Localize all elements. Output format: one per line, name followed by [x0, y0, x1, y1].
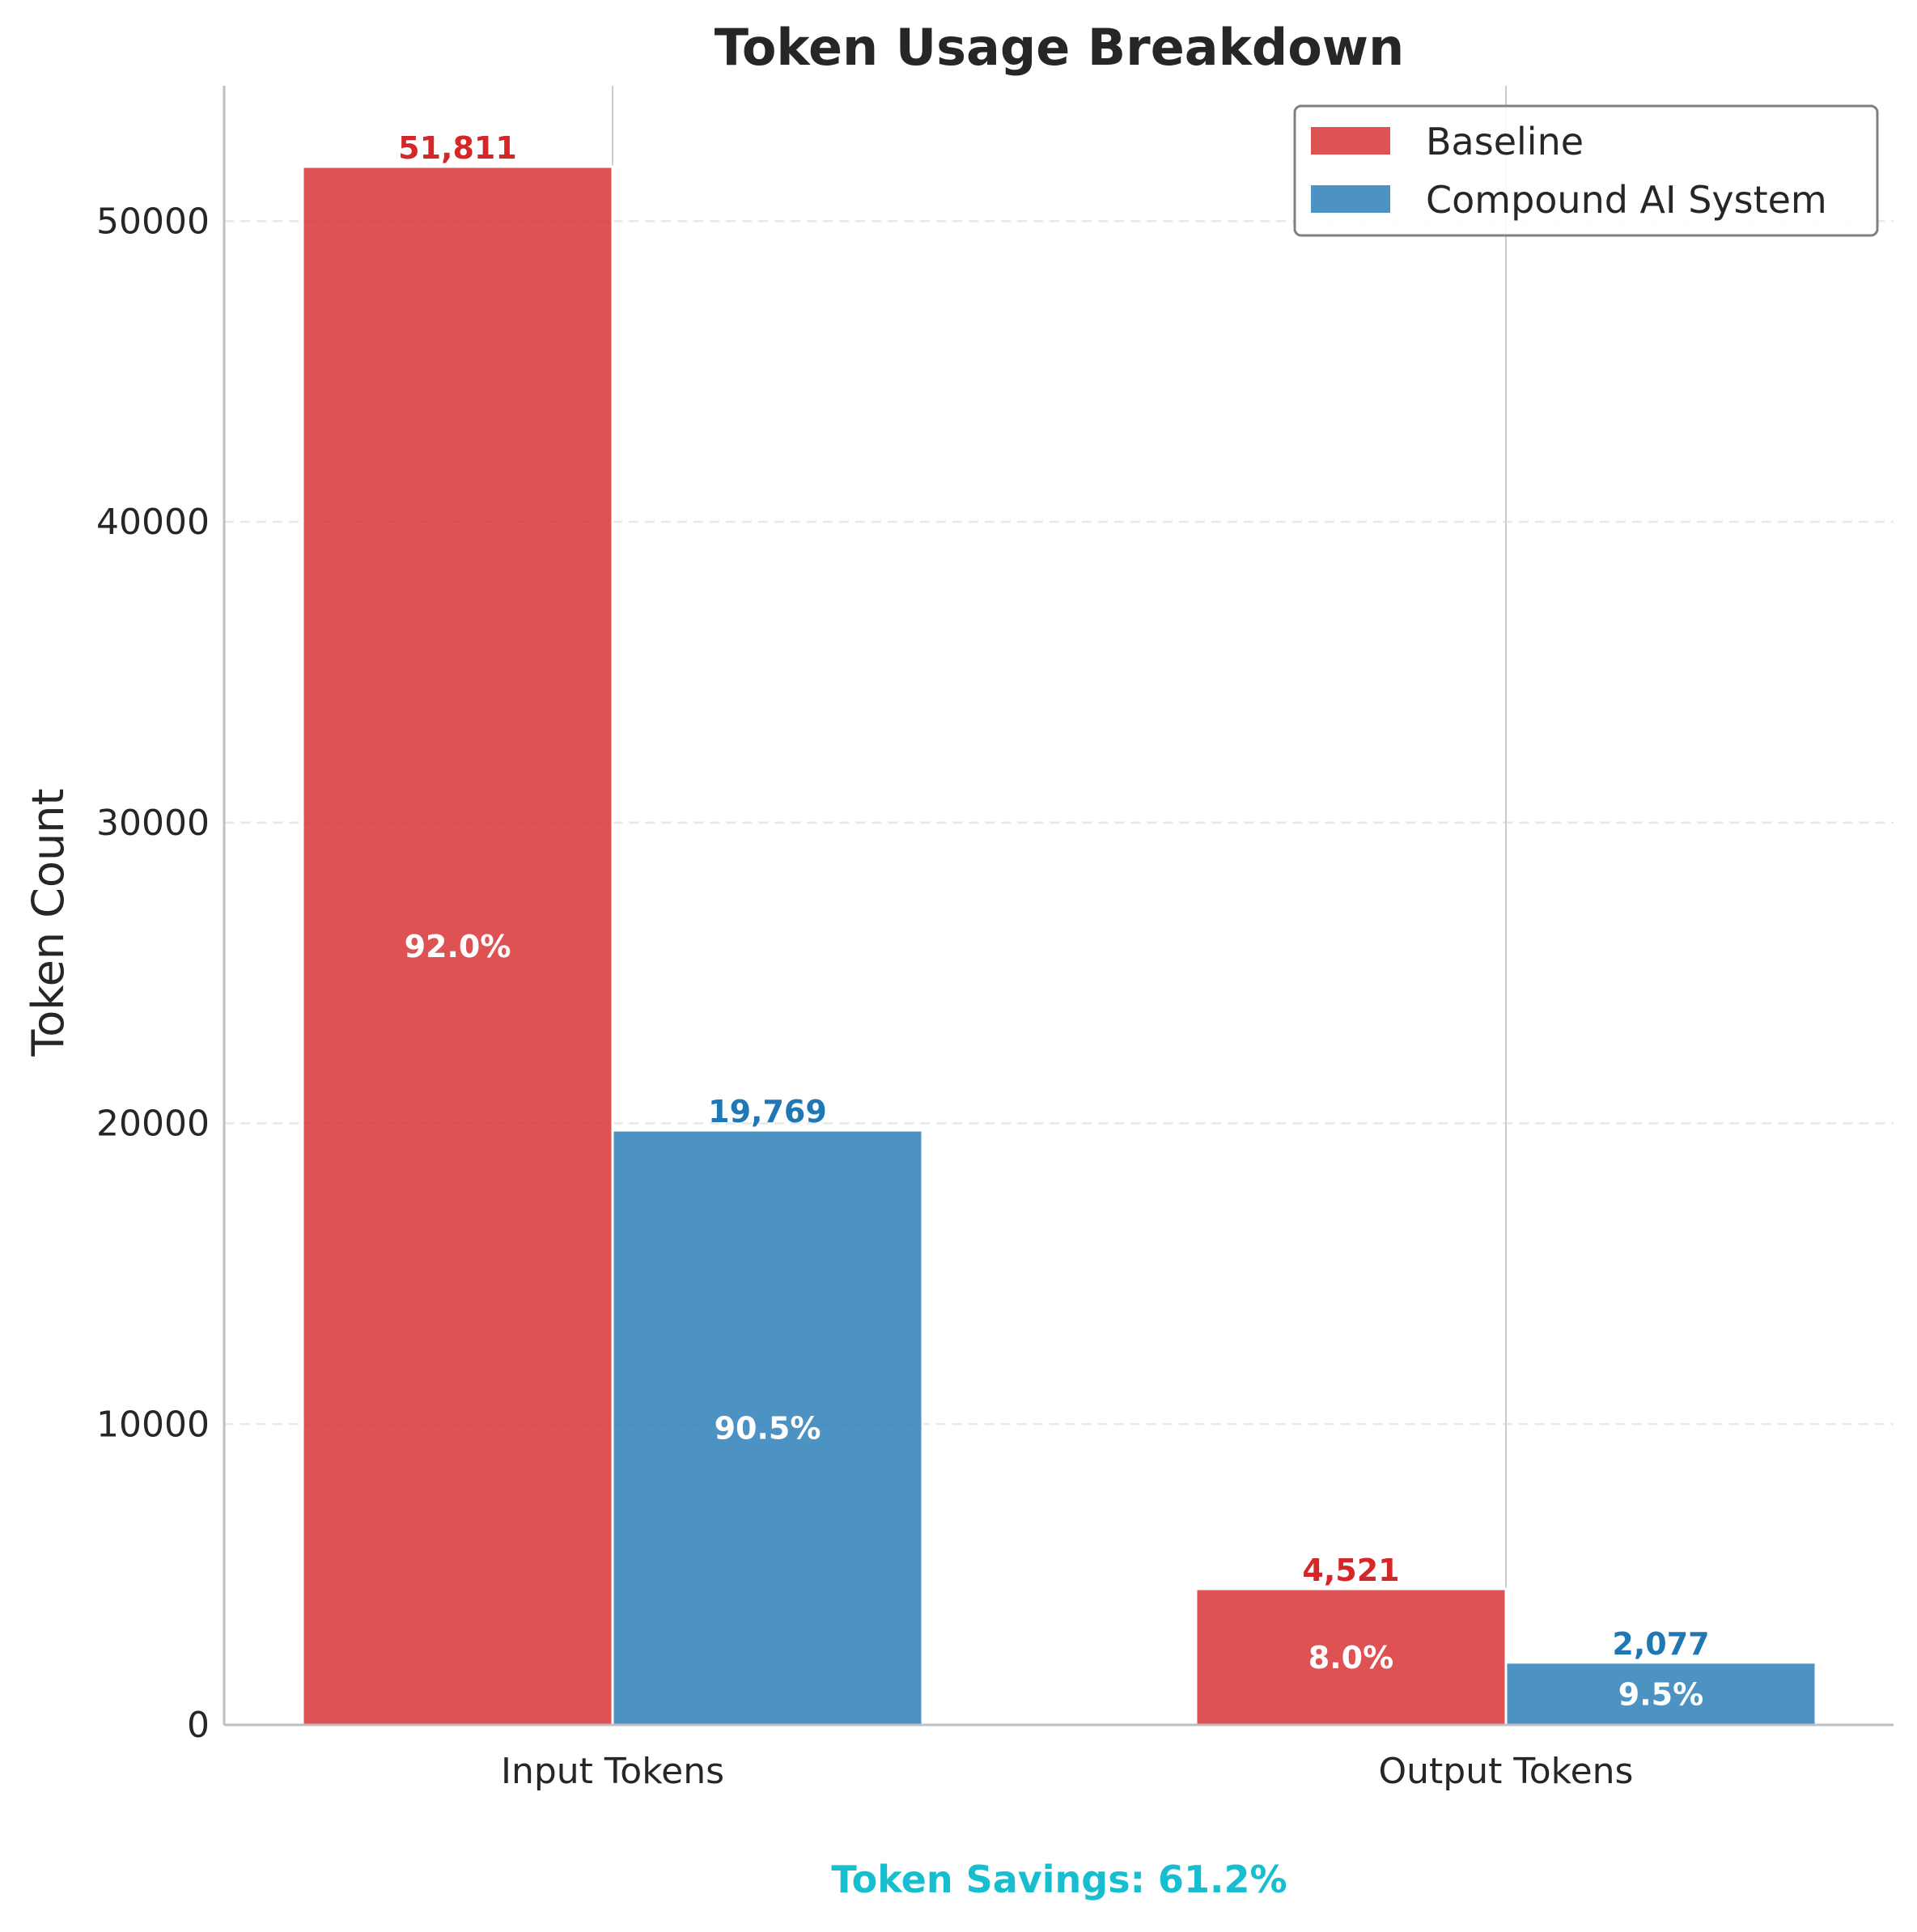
- legend-swatch: [1311, 127, 1390, 155]
- bar-value-label: 19,769: [708, 1094, 827, 1129]
- bar-baseline: [301, 165, 614, 1727]
- x-tick-label: Output Tokens: [1379, 1751, 1634, 1792]
- labels-layer: 51,811 92.0% 4,521 8.0% 19,769 90.5% 2,077 9.5%: [398, 130, 1709, 1712]
- bar-value-label: 4,521: [1302, 1553, 1399, 1588]
- y-tick-label: 50000: [96, 201, 210, 242]
- axes-layer: 0 10000 20000 30000 40000 50000 Input Tokens Ou…: [96, 86, 1894, 1792]
- bar-compound-ai-system: [611, 1129, 924, 1727]
- y-tick-label: 20000: [96, 1104, 210, 1145]
- bar-value-label: 2,077: [1612, 1626, 1709, 1662]
- legend-label: Baseline: [1426, 120, 1584, 163]
- y-tick-label: 0: [187, 1705, 210, 1746]
- legend: Baseline Compound AI System: [1293, 104, 1879, 237]
- legend-swatch: [1311, 185, 1390, 213]
- legend-label: Compound AI System: [1426, 178, 1827, 222]
- legend-box: [1293, 104, 1879, 237]
- bar-percent-label: 90.5%: [715, 1411, 821, 1447]
- y-tick-label: 40000: [96, 502, 210, 543]
- y-tick-label: 30000: [96, 803, 210, 844]
- bar-percent-label: 8.0%: [1308, 1640, 1393, 1676]
- bars-layer: [301, 165, 1817, 1727]
- chart-title: Token Usage Breakdown: [715, 18, 1404, 77]
- token-savings-annotation: Token Savings: 61.2%: [831, 1858, 1287, 1901]
- bar-percent-label: 92.0%: [405, 929, 511, 964]
- bar-percent-label: 9.5%: [1618, 1676, 1703, 1712]
- y-tick-label: 10000: [96, 1404, 210, 1445]
- bar-value-label: 51,811: [398, 130, 517, 166]
- bar-compound-ai-system: [1504, 1661, 1817, 1727]
- x-tick-label: Input Tokens: [501, 1751, 724, 1792]
- y-axis-label: Token Count: [23, 788, 74, 1057]
